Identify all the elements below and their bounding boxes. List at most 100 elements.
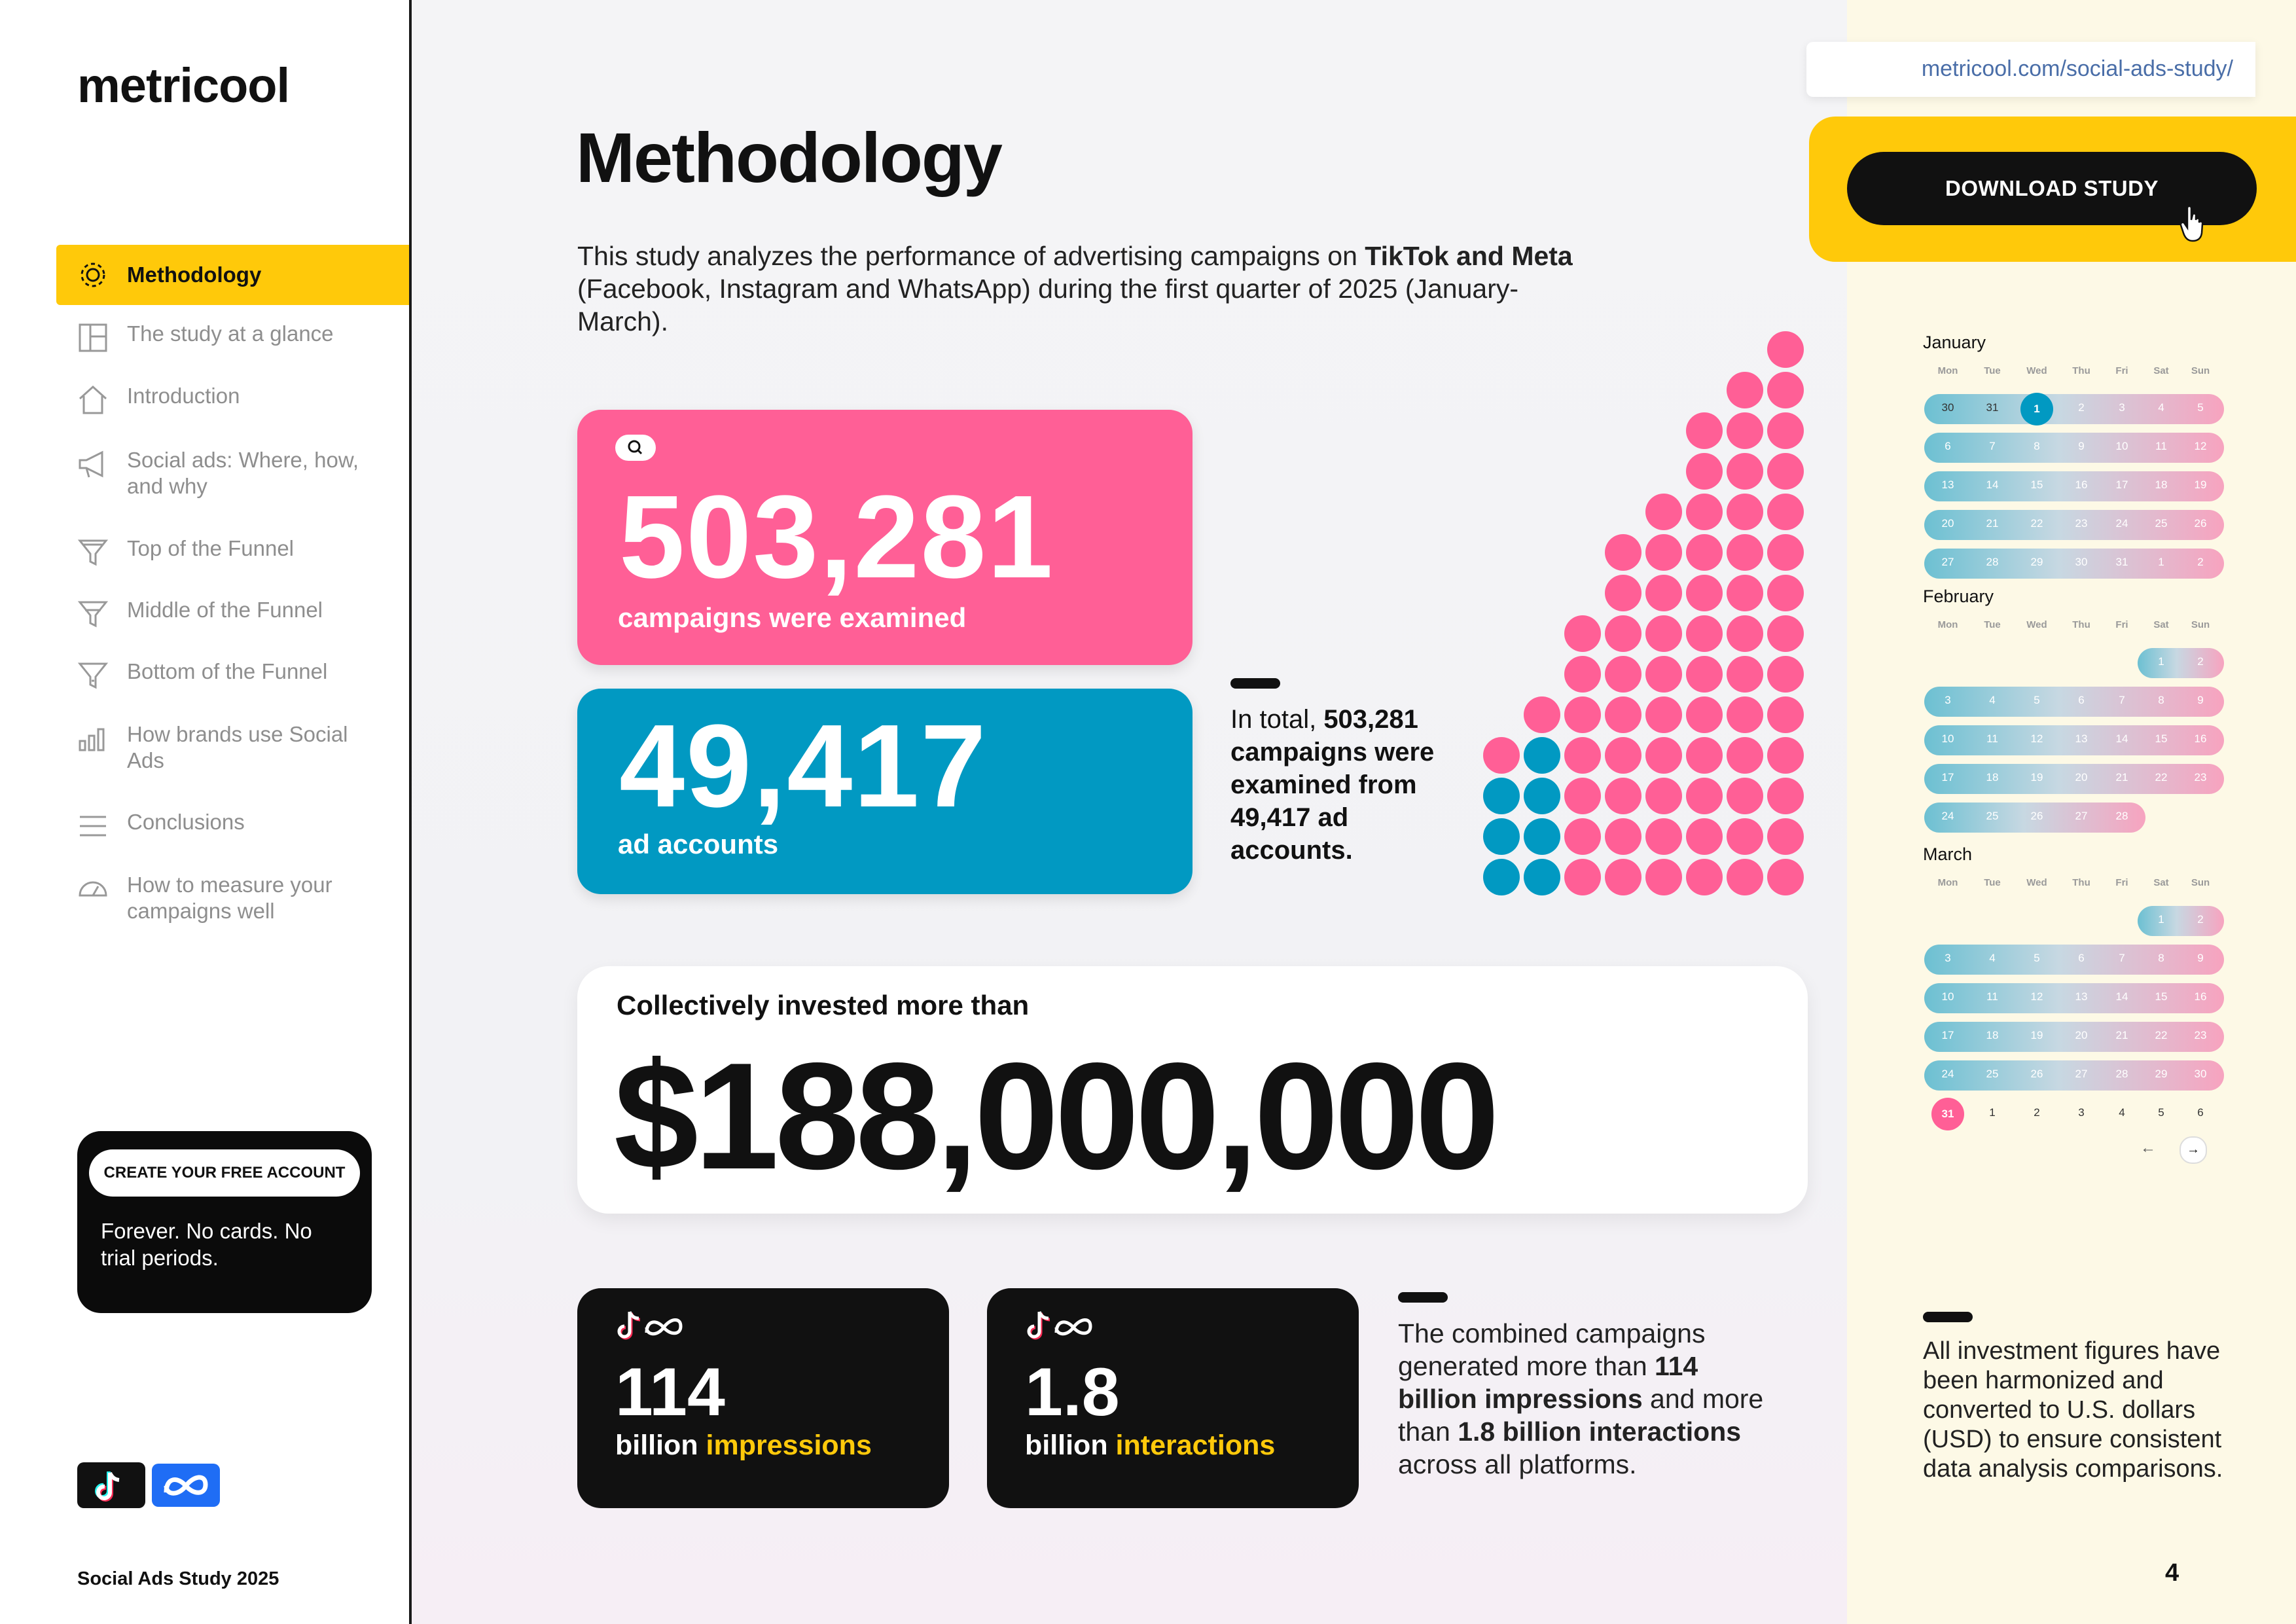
calendar-day[interactable]: 31 — [2115, 556, 2128, 568]
calendar-day[interactable]: 8 — [2158, 952, 2164, 964]
calendar-day[interactable]: 17 — [2115, 478, 2128, 491]
calendar-day[interactable]: 10 — [2115, 440, 2128, 452]
calendar-day[interactable]: 9 — [2197, 694, 2204, 706]
calendar-day[interactable]: 3 — [1945, 694, 1951, 706]
calendar-day[interactable]: 1 — [2158, 913, 2164, 926]
calendar-day[interactable]: 24 — [1941, 810, 1954, 822]
sidebar-item-brands-social-ads[interactable]: How brands use Social Ads — [56, 721, 409, 774]
calendar-day[interactable]: 20 — [2075, 1029, 2088, 1041]
calendar-day[interactable]: 3 — [2119, 401, 2125, 414]
calendar-day[interactable]: 21 — [1986, 517, 1999, 530]
calendar-day[interactable]: 4 — [2158, 401, 2164, 414]
calendar-day[interactable]: 1 — [2158, 556, 2164, 568]
calendar-day[interactable]: 17 — [1941, 1029, 1954, 1041]
calendar-day[interactable]: 28 — [2115, 1068, 2128, 1080]
calendar-day[interactable]: 23 — [2194, 1029, 2207, 1041]
calendar-day[interactable]: 18 — [2155, 478, 2168, 491]
calendar-day[interactable]: 29 — [2155, 1068, 2168, 1080]
calendar-start-date[interactable]: 1 — [2020, 393, 2053, 425]
calendar-day[interactable]: 19 — [2194, 478, 2207, 491]
calendar-next-button[interactable]: → — [2179, 1136, 2207, 1164]
calendar-day[interactable]: 25 — [1986, 810, 1999, 822]
calendar-day[interactable]: 1 — [2158, 655, 2164, 668]
calendar-day[interactable]: 13 — [2075, 990, 2088, 1003]
calendar-day[interactable]: 7 — [1989, 440, 1996, 452]
calendar-day[interactable]: 5 — [2034, 694, 2040, 706]
calendar-day[interactable]: 25 — [1986, 1068, 1999, 1080]
calendar-day[interactable]: 27 — [1941, 556, 1954, 568]
calendar-day[interactable]: 21 — [2115, 771, 2128, 784]
calendar-day[interactable]: 19 — [2030, 771, 2043, 784]
calendar-day[interactable]: 23 — [2194, 771, 2207, 784]
calendar-day[interactable]: 5 — [2034, 952, 2040, 964]
calendar-day[interactable]: 11 — [1986, 732, 1998, 745]
calendar-day[interactable]: 7 — [2119, 694, 2125, 706]
calendar-day[interactable]: 8 — [2034, 440, 2040, 452]
calendar-day[interactable]: 6 — [1945, 440, 1951, 452]
calendar-day[interactable]: 20 — [1941, 517, 1954, 530]
calendar-day[interactable]: 14 — [2115, 732, 2128, 745]
calendar-day[interactable]: 22 — [2155, 1029, 2168, 1041]
sidebar-item-introduction[interactable]: Introduction — [56, 383, 409, 417]
calendar-day[interactable]: 24 — [1941, 1068, 1954, 1080]
calendar-day[interactable]: 12 — [2030, 990, 2043, 1003]
calendar-day[interactable]: 9 — [2197, 952, 2204, 964]
sidebar-item-bottom-funnel[interactable]: Bottom of the Funnel — [56, 659, 409, 693]
calendar-end-date[interactable]: 31 — [1931, 1098, 1964, 1130]
calendar-day[interactable]: 26 — [2030, 810, 2043, 822]
calendar-day[interactable]: 21 — [2115, 1029, 2128, 1041]
calendar-day[interactable]: 2 — [2078, 401, 2085, 414]
calendar-day[interactable]: 6 — [2078, 952, 2085, 964]
calendar-day[interactable]: 4 — [1989, 952, 1996, 964]
calendar-day[interactable]: 15 — [2155, 990, 2168, 1003]
calendar-day[interactable]: 4 — [2119, 1106, 2125, 1119]
calendar-day[interactable]: 14 — [1986, 478, 1999, 491]
calendar-day[interactable]: 14 — [2115, 990, 2128, 1003]
metricool-logo[interactable]: metricool — [77, 58, 290, 113]
calendar-day[interactable]: 30 — [2075, 556, 2088, 568]
calendar-day[interactable]: 6 — [2197, 1106, 2204, 1119]
calendar-day[interactable]: 16 — [2194, 732, 2207, 745]
calendar-day[interactable]: 2 — [2197, 556, 2204, 568]
calendar-day[interactable]: 30 — [1941, 401, 1954, 414]
calendar-day[interactable]: 10 — [1941, 990, 1954, 1003]
calendar-day[interactable]: 15 — [2155, 732, 2168, 745]
calendar-day[interactable]: 28 — [1986, 556, 1999, 568]
calendar-day[interactable]: 13 — [2075, 732, 2088, 745]
calendar-day[interactable]: 2 — [2197, 655, 2204, 668]
calendar-day[interactable]: 2 — [2197, 913, 2204, 926]
calendar-day[interactable]: 20 — [2075, 771, 2088, 784]
calendar-day[interactable]: 11 — [1986, 990, 1998, 1003]
study-url-link[interactable]: metricool.com/social-ads-study/ — [1921, 56, 2233, 81]
calendar-day[interactable]: 8 — [2158, 694, 2164, 706]
calendar-day[interactable]: 12 — [2194, 440, 2207, 452]
calendar-day[interactable]: 5 — [2158, 1106, 2164, 1119]
calendar-day[interactable]: 18 — [1986, 771, 1999, 784]
calendar-day[interactable]: 18 — [1986, 1029, 1999, 1041]
sidebar-item-conclusions[interactable]: Conclusions — [56, 809, 409, 843]
calendar-day[interactable]: 3 — [2078, 1106, 2085, 1119]
calendar-day[interactable]: 25 — [2155, 517, 2168, 530]
calendar-day[interactable]: 19 — [2030, 1029, 2043, 1041]
calendar-day[interactable]: 22 — [2030, 517, 2043, 530]
calendar-day[interactable]: 26 — [2030, 1068, 2043, 1080]
calendar-day[interactable]: 24 — [2115, 517, 2128, 530]
calendar-day[interactable]: 28 — [2115, 810, 2128, 822]
calendar-day[interactable]: 10 — [1941, 732, 1954, 745]
calendar-day[interactable]: 23 — [2075, 517, 2088, 530]
calendar-day[interactable]: 17 — [1941, 771, 1954, 784]
calendar-day[interactable]: 22 — [2155, 771, 2168, 784]
calendar-day[interactable]: 27 — [2075, 1068, 2088, 1080]
sidebar-item-measure-campaigns[interactable]: How to measure your campaigns well — [56, 872, 409, 924]
calendar-day[interactable]: 3 — [1945, 952, 1951, 964]
calendar-day[interactable]: 5 — [2197, 401, 2204, 414]
calendar-day[interactable]: 11 — [2155, 440, 2167, 452]
calendar-day[interactable]: 30 — [2194, 1068, 2207, 1080]
sidebar-item-social-ads[interactable]: Social ads: Where, how, and why — [56, 447, 409, 499]
sidebar-item-methodology[interactable]: Methodology — [56, 245, 409, 305]
calendar-day[interactable]: 2 — [2034, 1106, 2040, 1119]
calendar-day[interactable]: 29 — [2030, 556, 2043, 568]
calendar-day[interactable]: 26 — [2194, 517, 2207, 530]
calendar-day[interactable]: 16 — [2075, 478, 2088, 491]
sidebar-item-middle-funnel[interactable]: Middle of the Funnel — [56, 597, 409, 631]
